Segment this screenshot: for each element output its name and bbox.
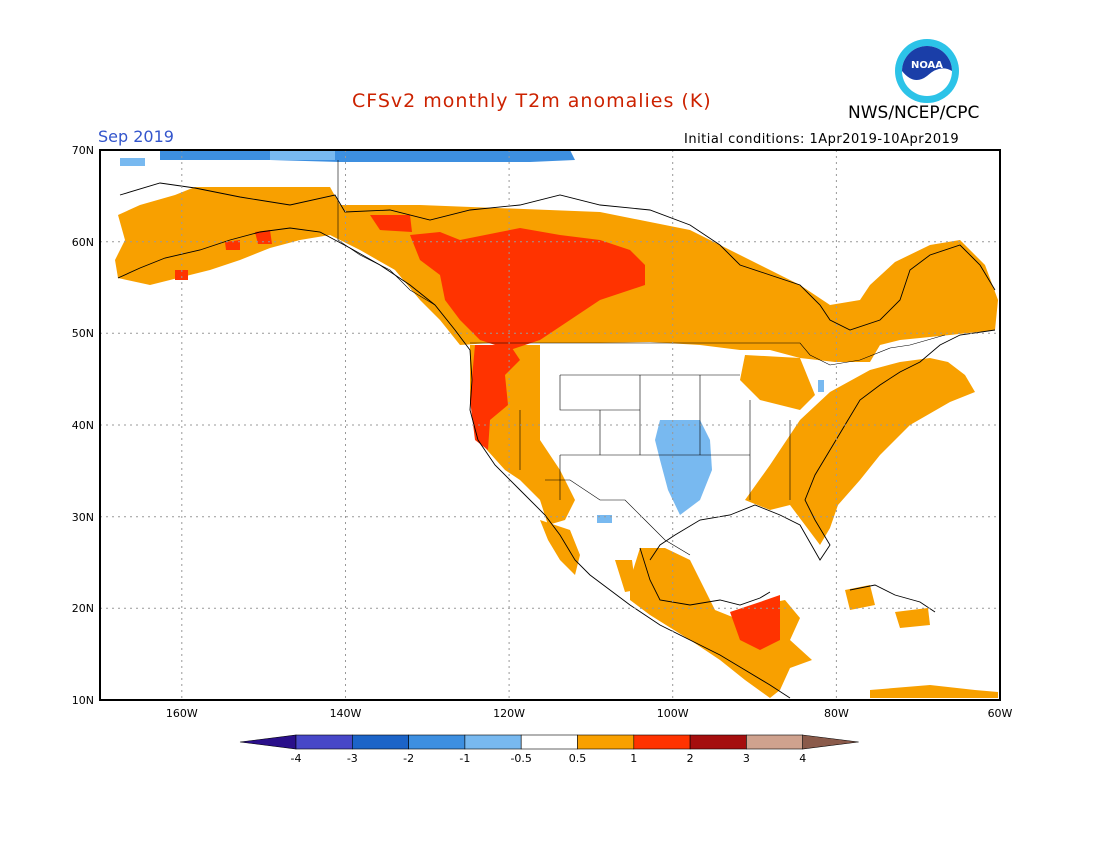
colorbar-segment <box>351 734 409 750</box>
agency-label: NWS/NCEP/CPC <box>848 103 980 123</box>
lat-label: 10N <box>72 694 94 707</box>
colorbar-segment <box>520 734 578 750</box>
initial-conditions: Initial conditions: 1Apr2019-10Apr2019 <box>684 132 960 147</box>
lon-label: 160W <box>166 707 198 720</box>
colorbar-segment <box>464 734 522 750</box>
colorbar-arrow-left <box>239 734 297 750</box>
map-frame <box>99 149 1001 701</box>
colorbar-label: 2 <box>687 752 694 765</box>
lon-label: 100W <box>657 707 689 720</box>
political-borders <box>337 160 946 556</box>
colorbar-segment <box>689 734 747 750</box>
coastlines <box>117 182 996 699</box>
colorbar-segment <box>295 734 353 750</box>
colorbar-segment <box>633 734 691 750</box>
latitude-labels: 70N 60N 50N 40N 30N 20N 10N <box>72 144 94 707</box>
lon-label: 60W <box>988 707 1013 720</box>
lon-label: 80W <box>824 707 849 720</box>
lat-label: 70N <box>72 144 94 157</box>
colorbar-segment <box>577 734 635 750</box>
lat-label: 50N <box>72 327 94 340</box>
map-gridlines <box>100 150 1000 700</box>
colorbar-label: -2 <box>403 752 414 765</box>
lon-label: 140W <box>330 707 362 720</box>
colorbar: -4 -3 -2 -1 -0.5 0.5 1 2 3 4 <box>239 734 859 765</box>
anomaly-blue-regions <box>120 150 824 523</box>
colorbar-segment <box>408 734 466 750</box>
colorbar-label: -1 <box>459 752 470 765</box>
colorbar-arrow-right <box>802 734 859 750</box>
longitude-labels: 160W 140W 120W 100W 80W 60W <box>166 707 1013 720</box>
colorbar-label: 4 <box>799 752 806 765</box>
lat-label: 60N <box>72 236 94 249</box>
colorbar-label: -4 <box>291 752 302 765</box>
lat-label: 40N <box>72 419 94 432</box>
colorbar-label: 0.5 <box>569 752 587 765</box>
colorbar-label: 3 <box>743 752 750 765</box>
colorbar-label: -3 <box>347 752 358 765</box>
colorbar-segment <box>746 734 804 750</box>
colorbar-label: -0.5 <box>510 752 531 765</box>
lon-label: 120W <box>493 707 525 720</box>
noaa-logo-icon: NOAA <box>895 39 959 103</box>
colorbar-label: 1 <box>630 752 637 765</box>
map-title: CFSv2 monthly T2m anomalies (K) <box>352 90 712 112</box>
lat-label: 30N <box>72 511 94 524</box>
forecast-month: Sep 2019 <box>98 127 174 146</box>
lat-label: 20N <box>72 602 94 615</box>
noaa-logo-text: NOAA <box>911 60 943 71</box>
